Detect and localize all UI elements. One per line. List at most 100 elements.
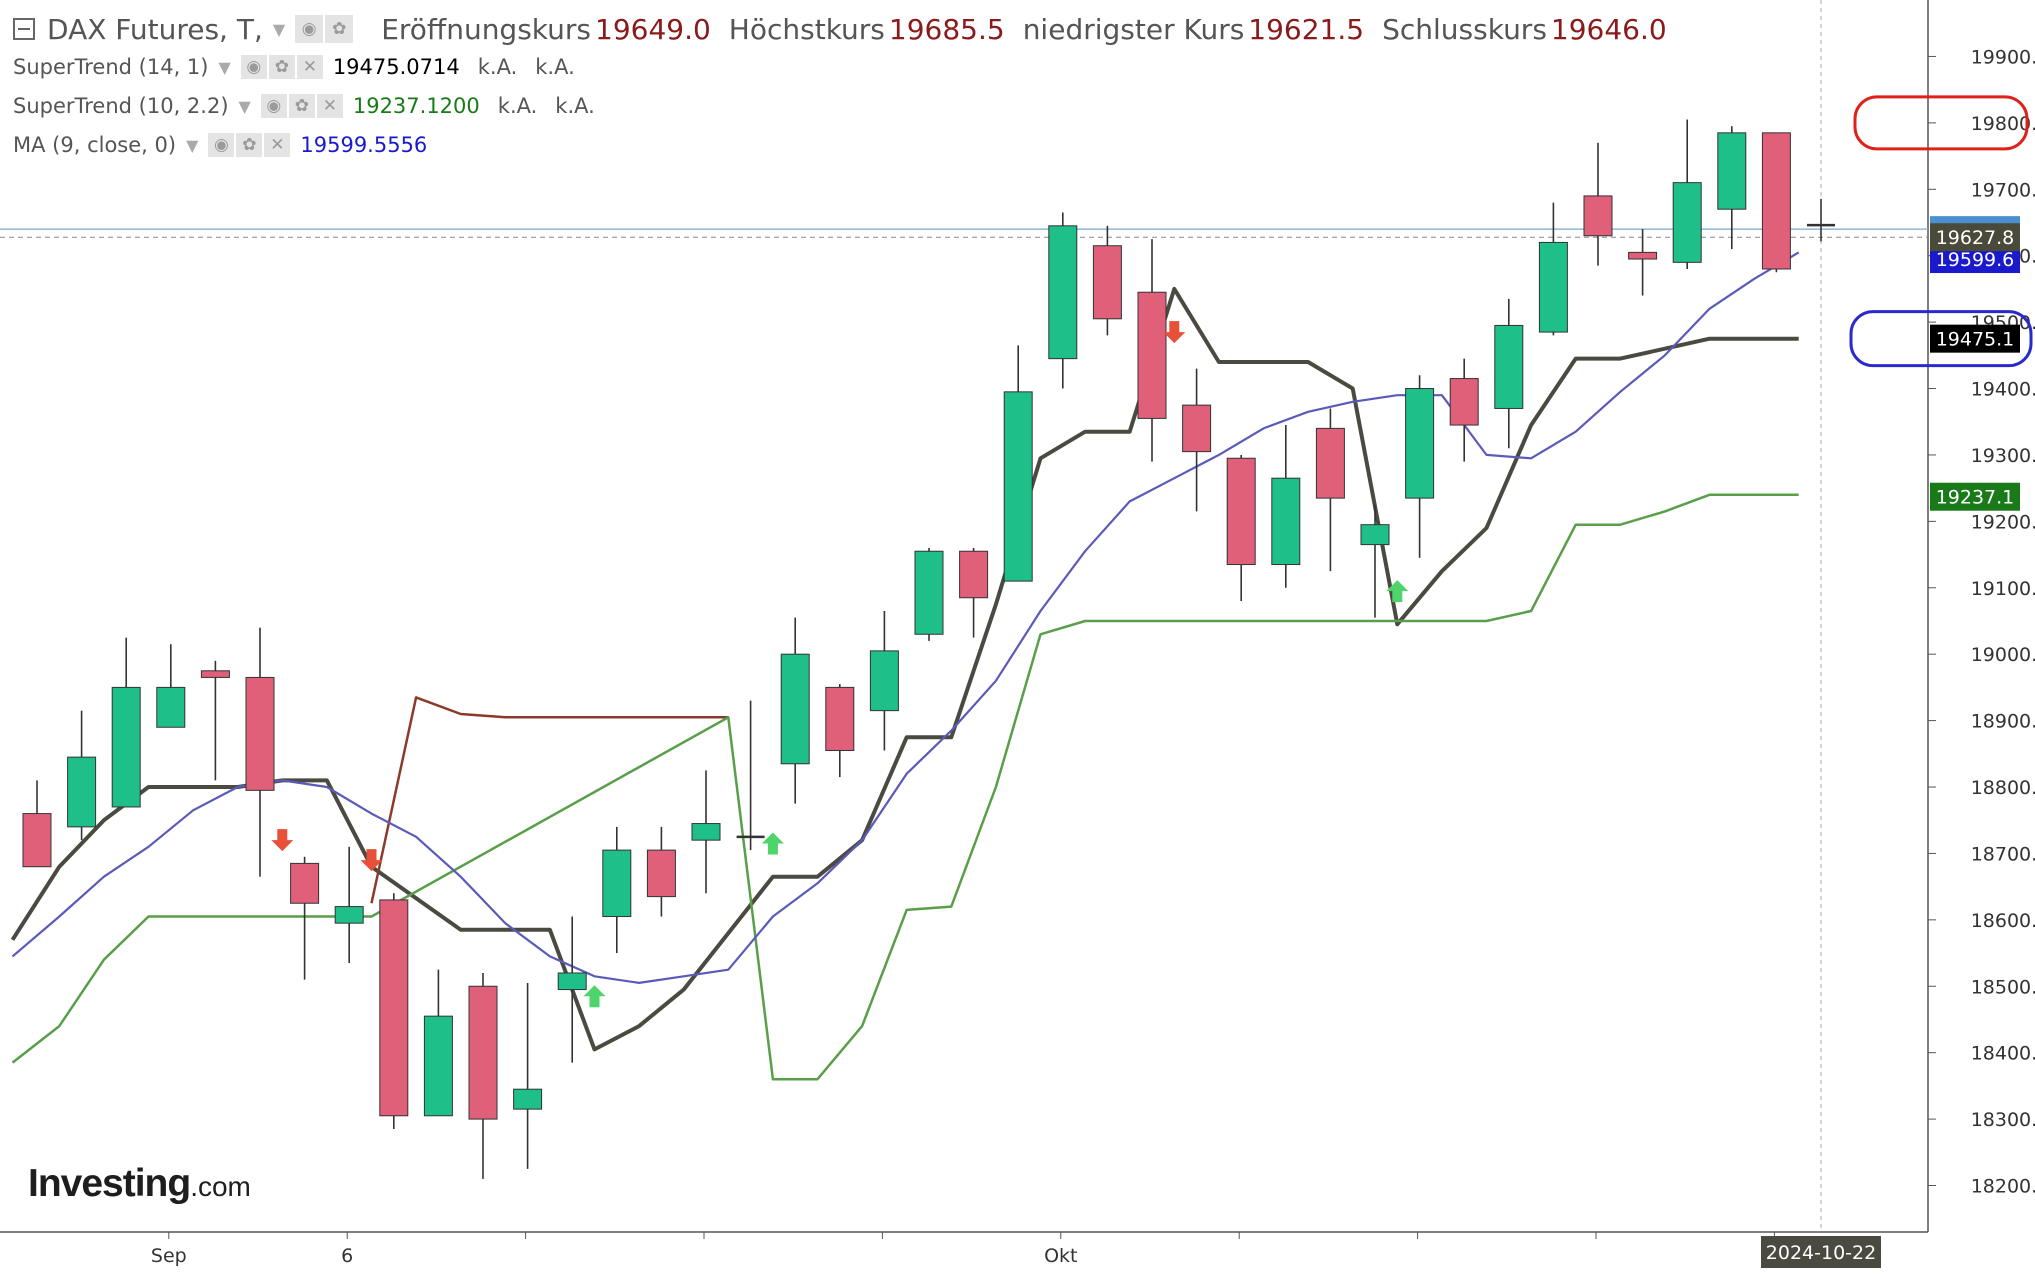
candle — [1315, 408, 1345, 572]
candle-body — [67, 756, 97, 828]
candle-body — [1003, 391, 1033, 582]
candle — [869, 611, 899, 751]
y-tick-label: 19400.0 — [1971, 379, 2035, 401]
crosshair-date-label: 2024-10-22 — [1766, 1242, 1876, 1264]
y-tick-label: 19200.0 — [1971, 511, 2035, 533]
candle-body — [691, 823, 721, 841]
x-tick-label: 6 — [341, 1245, 353, 1267]
candle — [1048, 212, 1078, 389]
candle-body — [1360, 524, 1390, 546]
candle-body — [379, 899, 409, 1117]
candle — [468, 972, 498, 1179]
price-badge-supertrend-14-label: 19475.1 — [1936, 329, 2015, 351]
indicator-extra: k.A. — [497, 94, 538, 118]
candle — [334, 846, 364, 964]
close-icon[interactable]: ✕ — [296, 55, 323, 79]
candle — [1494, 298, 1524, 449]
gear-icon[interactable]: ✿ — [288, 94, 315, 118]
chevron-down-icon[interactable]: ▼ — [272, 19, 286, 39]
legend-indicator-supertrend-14: SuperTrend (14, 1) ▼ ◉ ✿ ✕ 19475.0714 k.… — [13, 52, 575, 82]
candle-body — [780, 653, 810, 765]
chevron-down-icon[interactable]: ▼ — [218, 57, 231, 77]
open-label: Eröffnungskurs — [381, 12, 591, 46]
collapse-icon[interactable] — [13, 18, 35, 40]
candle-body — [914, 550, 944, 635]
candle — [691, 770, 721, 894]
candle-body — [959, 550, 989, 599]
candle-body — [1717, 132, 1747, 210]
high-value: 19685.5 — [888, 12, 1005, 46]
candle — [1182, 368, 1212, 512]
sell-signal-arrow-icon — [360, 849, 383, 872]
candle-body — [1226, 457, 1256, 566]
y-tick-label: 18800.0 — [1971, 777, 2035, 799]
candle — [1405, 375, 1435, 558]
visibility-icon[interactable]: ◉ — [208, 133, 235, 157]
chevron-down-icon[interactable]: ▼ — [186, 135, 199, 155]
candle — [1583, 142, 1613, 266]
candle — [200, 660, 230, 781]
candle — [1761, 132, 1791, 273]
candle — [513, 982, 543, 1169]
candle — [1449, 358, 1479, 462]
indicator-extra: k.A. — [535, 55, 575, 79]
price-badge-last — [1930, 223, 2020, 252]
supertrend-10-line — [11, 493, 1799, 1081]
chevron-down-icon[interactable]: ▼ — [238, 96, 251, 116]
candle — [825, 684, 855, 778]
legend-indicator-supertrend-10: SuperTrend (10, 2.2) ▼ ◉ ✿ ✕ 19237.1200 … — [13, 91, 595, 121]
visibility-icon[interactable]: ◉ — [260, 94, 287, 118]
candle-body — [825, 686, 855, 751]
candle-body — [334, 906, 364, 924]
visibility-icon[interactable]: ◉ — [240, 55, 267, 79]
candle-body — [869, 650, 899, 712]
gear-icon[interactable]: ✿ — [268, 55, 295, 79]
gear-icon[interactable]: ✿ — [325, 15, 354, 43]
candle — [736, 700, 765, 851]
candle — [245, 627, 275, 877]
blue-annotation-ellipse — [1849, 310, 2033, 368]
sell-signal-arrow-icon — [271, 829, 294, 852]
buy-signal-arrow-icon — [1386, 580, 1409, 603]
candle — [1538, 202, 1568, 336]
candle-body — [1182, 404, 1212, 453]
y-tick-label: 19000.0 — [1971, 644, 2035, 666]
close-icon[interactable]: ✕ — [316, 94, 343, 118]
candle-body — [1405, 388, 1435, 499]
gear-icon[interactable]: ✿ — [236, 133, 263, 157]
candle-body — [1092, 245, 1122, 320]
candle-body — [111, 686, 141, 808]
candle — [1672, 119, 1702, 269]
candle-body — [602, 849, 632, 918]
y-tick-label: 18600.0 — [1971, 910, 2035, 932]
y-tick-label: 18300.0 — [1971, 1109, 2035, 1131]
ma-line — [11, 251, 1800, 984]
candle — [423, 969, 453, 1117]
candle — [1360, 504, 1390, 618]
candle — [290, 856, 320, 980]
candle-body — [513, 1088, 543, 1110]
candle — [1271, 425, 1301, 588]
y-tick-label: 18200.0 — [1971, 1176, 2035, 1198]
candle — [156, 644, 186, 728]
candle — [1003, 345, 1033, 582]
buy-signal-arrow-icon — [761, 832, 784, 855]
candle — [602, 826, 632, 954]
candle-body — [468, 985, 498, 1120]
candle-body — [423, 1015, 453, 1117]
close-icon[interactable]: ✕ — [264, 133, 291, 157]
candle-body — [156, 686, 186, 728]
visibility-icon[interactable]: ◉ — [295, 15, 324, 43]
candle — [557, 916, 587, 1063]
indicator-value: 19475.0714 — [332, 55, 460, 79]
y-tick-label: 18900.0 — [1971, 711, 2035, 733]
candle — [914, 547, 944, 641]
indicator-extra: k.A. — [555, 94, 595, 118]
supertrend-14-resistance-line — [370, 696, 729, 904]
brand-name: Investing — [28, 1162, 191, 1205]
investing-logo: Investing.com — [28, 1162, 251, 1206]
candle-body — [1048, 225, 1078, 360]
candle-body — [557, 972, 587, 991]
red-annotation-ellipse — [1853, 95, 2029, 151]
